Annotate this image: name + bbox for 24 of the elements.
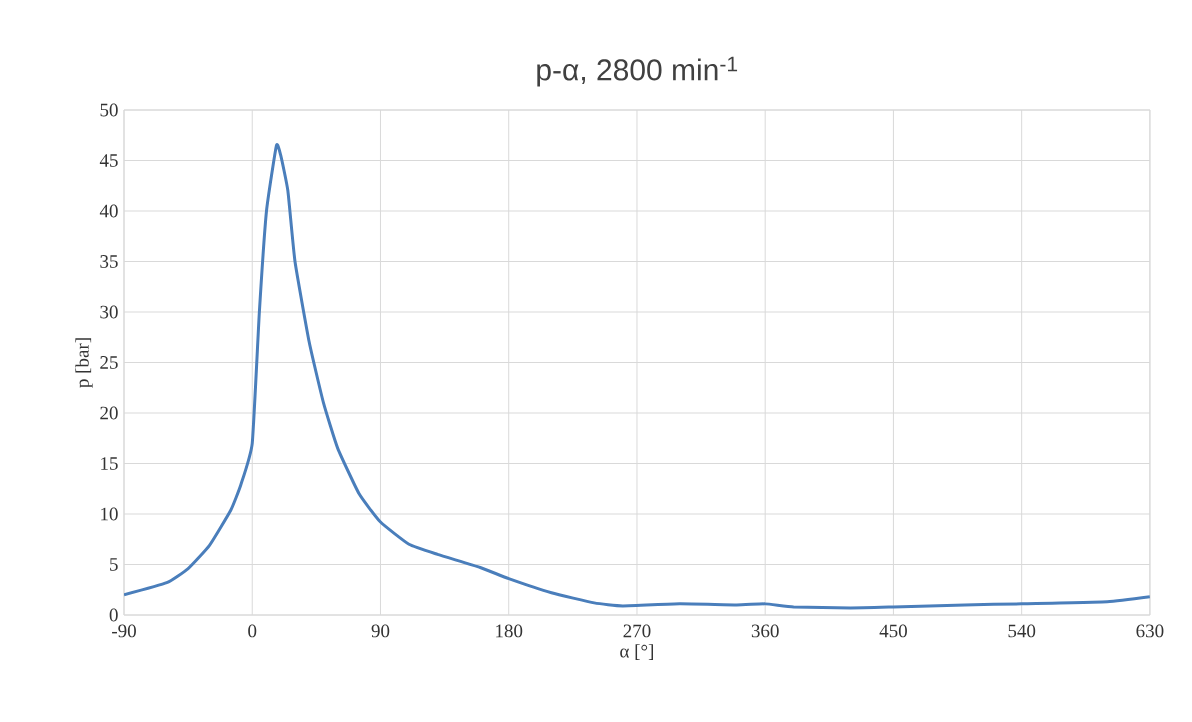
x-axis-title: α [°] [620, 644, 653, 660]
x-tick-label: 360 [751, 624, 779, 638]
y-tick-label: 10 [101, 507, 118, 521]
x-tick-label: 450 [879, 624, 907, 638]
y-tick-label: 15 [101, 457, 118, 470]
chart-title: p-α, 2800 min$^{-1}$ [537, 56, 738, 87]
x-tick-label: 90 [371, 624, 390, 638]
x-tick-label: 540 [1008, 624, 1036, 638]
x-tick-label: 180 [496, 624, 523, 638]
y-tick-label: 5 [110, 558, 118, 571]
x-tick-label: -90 [112, 624, 136, 638]
y-tick-label: 0 [109, 608, 118, 622]
x-tick-label: 270 [623, 624, 651, 638]
y-tick-label: 20 [100, 406, 118, 420]
line-series [124, 143, 1150, 610]
y-tick-label: 35 [100, 255, 118, 268]
y-tick-label: 50 [100, 103, 118, 117]
y-tick-label: 40 [99, 204, 118, 218]
y-tick-label: 30 [100, 305, 118, 319]
x-tick-label: 630 [1136, 624, 1164, 638]
y-tick-label: 45 [99, 154, 118, 167]
y-tick-label: 25 [100, 356, 118, 369]
y-axis-title: p [bar] [75, 338, 93, 388]
x-tick-label: 0 [248, 624, 257, 638]
